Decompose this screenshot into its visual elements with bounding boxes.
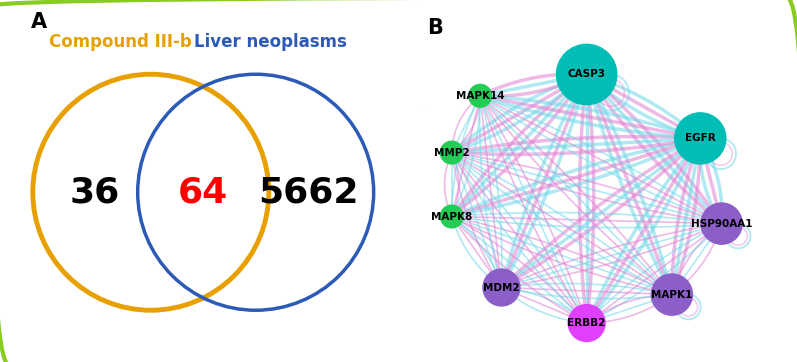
- Text: 5662: 5662: [258, 175, 359, 209]
- Circle shape: [469, 84, 492, 107]
- Circle shape: [556, 44, 617, 105]
- Text: HSP90AA1: HSP90AA1: [691, 219, 752, 229]
- Text: MDM2: MDM2: [483, 282, 520, 292]
- Circle shape: [675, 113, 726, 164]
- Text: MAPK14: MAPK14: [456, 91, 505, 101]
- Text: B: B: [427, 18, 443, 38]
- Circle shape: [701, 203, 742, 244]
- Text: EGFR: EGFR: [685, 133, 716, 143]
- Circle shape: [441, 141, 463, 164]
- Text: Liver neoplasms: Liver neoplasms: [194, 33, 347, 51]
- Text: MAPK8: MAPK8: [431, 211, 473, 222]
- Text: MMP2: MMP2: [434, 148, 469, 157]
- Text: A: A: [31, 12, 47, 33]
- Text: ERBB2: ERBB2: [567, 318, 606, 328]
- Circle shape: [651, 274, 693, 315]
- Text: MAPK1: MAPK1: [651, 290, 693, 300]
- Text: 36: 36: [69, 175, 120, 209]
- Circle shape: [568, 304, 605, 341]
- Text: Compound III-b: Compound III-b: [49, 33, 192, 51]
- Circle shape: [441, 205, 463, 228]
- Circle shape: [483, 269, 520, 306]
- Text: CASP3: CASP3: [567, 70, 606, 80]
- Text: 64: 64: [178, 175, 229, 209]
